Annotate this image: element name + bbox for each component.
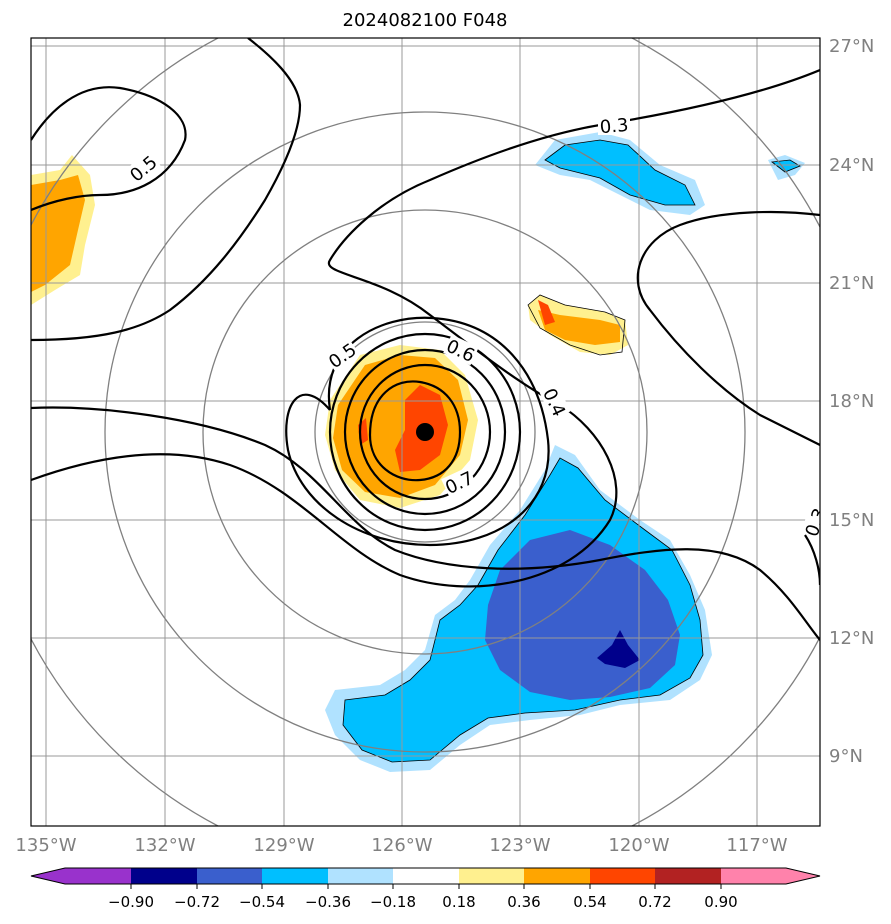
colorbar-label: 0.36 xyxy=(507,893,540,911)
map-area: 0.5 0.3 0.5 0.6 0.4 0.7 0.3 xyxy=(31,38,820,826)
contour-label: 0.3 xyxy=(599,115,629,138)
lon-label: 129°W xyxy=(253,835,314,856)
colorbar-segment xyxy=(590,868,655,884)
lon-label: 123°W xyxy=(489,835,550,856)
shade-outlines xyxy=(342,139,801,763)
lat-label: 15°N xyxy=(829,510,874,531)
colorbar-label: −0.54 xyxy=(239,893,285,911)
colorbar-segment xyxy=(721,868,786,884)
colorbar-segment xyxy=(655,868,721,884)
lat-label: 12°N xyxy=(829,628,874,649)
lon-label: 120°W xyxy=(608,835,669,856)
lat-label: 24°N xyxy=(829,155,874,176)
lon-label: 135°W xyxy=(15,835,76,856)
colorbar-segment xyxy=(328,868,393,884)
lat-label: 27°N xyxy=(829,36,874,57)
colorbar-segment xyxy=(262,868,328,884)
colorbar-segment xyxy=(393,868,459,884)
lat-label: 9°N xyxy=(829,746,863,767)
lat-label: 18°N xyxy=(829,391,874,412)
colorbar-extend-low xyxy=(31,868,65,884)
range-rings xyxy=(31,38,820,826)
colorbar-segment xyxy=(131,868,197,884)
colorbar-label: 0.72 xyxy=(638,893,671,911)
contours xyxy=(31,38,820,641)
colorbar-extend-high xyxy=(786,868,820,884)
colorbar-segment xyxy=(197,868,262,884)
map-title: 2024082100 F048 xyxy=(343,10,508,31)
colorbar: −0.90 −0.72 −0.54 −0.36 −0.18 0.18 0.36 … xyxy=(30,867,821,911)
shaded-navy xyxy=(597,630,640,668)
colorbar-label: −0.36 xyxy=(305,893,351,911)
colorbar-label: 0.90 xyxy=(704,893,737,911)
lat-label: 21°N xyxy=(829,273,874,294)
colorbar-segment xyxy=(524,868,590,884)
colorbar-segment xyxy=(65,868,131,884)
lon-label: 132°W xyxy=(134,835,195,856)
colorbar-label: −0.90 xyxy=(108,893,154,911)
lon-label: 126°W xyxy=(371,835,432,856)
colorbar-label: 0.18 xyxy=(442,893,475,911)
latitude-labels: 27°N 24°N 21°N 18°N 15°N 12°N 9°N xyxy=(829,36,874,767)
colorbar-label: 0.54 xyxy=(573,893,606,911)
gridlines xyxy=(31,38,820,826)
colorbar-segment xyxy=(459,868,524,884)
lon-label: 117°W xyxy=(726,835,787,856)
map-frame xyxy=(30,37,821,827)
colorbar-label: −0.18 xyxy=(370,893,416,911)
storm-center-marker xyxy=(416,423,434,441)
longitude-labels: 135°W 132°W 129°W 126°W 123°W 120°W 117°… xyxy=(15,835,787,856)
colorbar-label: −0.72 xyxy=(174,893,220,911)
